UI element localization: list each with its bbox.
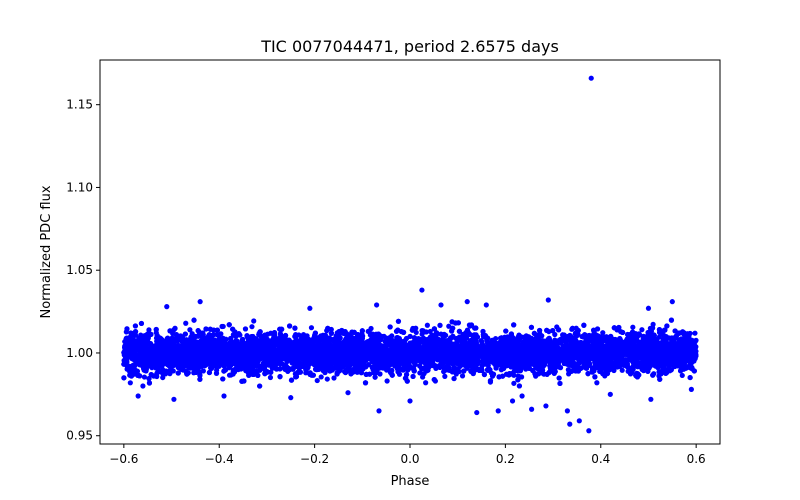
data-point — [183, 320, 189, 326]
data-point — [594, 380, 600, 386]
data-point — [663, 370, 669, 377]
data-point — [384, 378, 390, 384]
data-point — [146, 327, 152, 333]
data-point — [427, 328, 433, 335]
data-point — [267, 374, 274, 381]
data-point — [324, 376, 330, 382]
data-point — [424, 322, 430, 328]
chart-title: TIC 0077044471, period 2.6575 days — [260, 37, 559, 56]
data-point — [552, 331, 558, 338]
data-point — [187, 327, 193, 333]
data-point — [251, 318, 257, 324]
data-point — [413, 329, 419, 336]
data-point — [639, 327, 645, 333]
data-point — [423, 380, 429, 386]
data-point — [296, 332, 302, 338]
data-point — [511, 380, 517, 386]
data-point — [417, 370, 423, 376]
data-point — [446, 323, 452, 329]
data-point — [331, 375, 337, 381]
data-point — [160, 374, 166, 381]
data-point — [630, 324, 636, 330]
data-point — [438, 331, 444, 337]
data-point — [292, 333, 298, 340]
data-points — [121, 75, 699, 434]
data-point — [140, 383, 146, 389]
data-point — [127, 380, 133, 386]
data-point — [692, 330, 698, 336]
data-point — [619, 367, 625, 373]
data-point — [318, 374, 324, 380]
data-point — [656, 369, 662, 375]
data-point — [249, 324, 255, 330]
data-point — [442, 373, 448, 379]
data-point — [314, 377, 320, 384]
data-point — [141, 374, 148, 380]
data-point — [443, 332, 449, 338]
data-point — [459, 373, 466, 379]
data-point — [600, 330, 606, 336]
data-point — [679, 372, 685, 379]
data-point — [308, 325, 315, 331]
data-point — [368, 325, 374, 332]
